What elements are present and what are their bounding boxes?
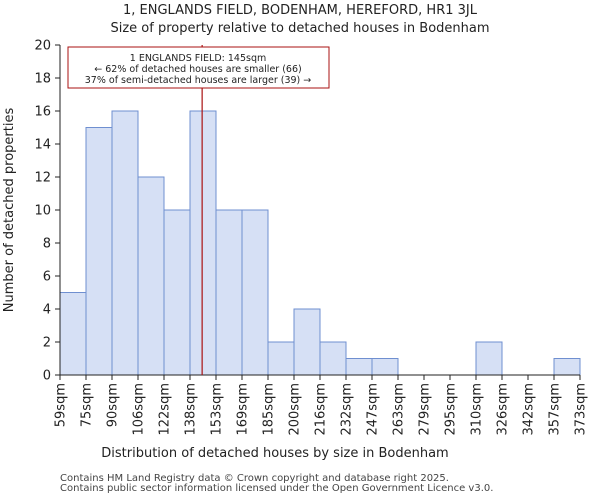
- y-tick-label: 10: [34, 204, 51, 219]
- histogram-bar: [111, 110, 139, 376]
- x-tick-label: 295sqm: [444, 383, 459, 436]
- histogram-bar: [189, 110, 217, 376]
- x-tick-label: 357sqm: [548, 383, 563, 436]
- chart-title: 1, ENGLANDS FIELD, BODENHAM, HEREFORD, H…: [123, 3, 477, 18]
- y-tick-label: 18: [34, 72, 51, 87]
- x-tick-label: 153sqm: [210, 383, 225, 436]
- x-tick-label: 138sqm: [184, 383, 199, 436]
- y-tick-label: 14: [34, 138, 51, 153]
- histogram-bar: [163, 209, 191, 376]
- x-tick-label: 216sqm: [314, 383, 329, 436]
- histogram-bar: [85, 127, 113, 376]
- x-tick-label: 75sqm: [80, 383, 95, 427]
- x-tick-label: 279sqm: [418, 383, 433, 436]
- histogram-bar: [215, 209, 243, 376]
- footer-licence: Contains public sector information licen…: [60, 483, 494, 494]
- y-axis-label: Number of detached properties: [2, 108, 17, 313]
- x-tick-label: 169sqm: [236, 383, 251, 436]
- x-tick-label: 373sqm: [574, 383, 589, 436]
- histogram-bar: [293, 308, 321, 376]
- footer-copyright: Contains HM Land Registry data © Crown c…: [60, 473, 449, 484]
- x-tick-label: 326sqm: [496, 383, 511, 436]
- x-tick-label: 122sqm: [158, 383, 173, 436]
- x-tick-label: 310sqm: [470, 383, 485, 436]
- x-tick-label: 59sqm: [54, 383, 69, 427]
- x-tick-label: 106sqm: [132, 383, 147, 436]
- annotation-box: 1 ENGLANDS FIELD: 145sqm ← 62% of detach…: [67, 46, 330, 89]
- annotation-line-1: 1 ENGLANDS FIELD: 145sqm: [130, 53, 266, 64]
- x-tick-label: 247sqm: [366, 383, 381, 436]
- x-tick-label: 200sqm: [288, 383, 303, 436]
- y-tick-label: 4: [43, 303, 51, 318]
- x-tick-label: 263sqm: [392, 383, 407, 436]
- x-axis-label: Distribution of detached houses by size …: [101, 446, 448, 461]
- histogram-bar: [59, 292, 87, 376]
- y-tick-label: 2: [43, 336, 51, 351]
- histogram-bar: [241, 209, 269, 376]
- histogram-bar: [371, 358, 399, 376]
- y-tick-label: 16: [34, 105, 51, 120]
- y-tick-label: 0: [43, 369, 51, 384]
- x-tick-label: 232sqm: [340, 383, 355, 436]
- bars-layer: [59, 110, 581, 376]
- y-tick-label: 6: [43, 270, 51, 285]
- x-tick-label: 185sqm: [262, 383, 277, 436]
- y-tick-label: 20: [34, 39, 51, 54]
- histogram-bar: [553, 358, 581, 376]
- x-axis-ticks: 59sqm 75sqm 90sqm 106sqm 122sqm 138sqm 153sqm 1…: [54, 375, 589, 436]
- histogram-bar: [475, 341, 503, 376]
- annotation-line-3: 37% of semi-detached houses are larger (…: [85, 75, 312, 86]
- y-tick-label: 12: [34, 171, 51, 186]
- histogram-bar: [137, 176, 165, 376]
- y-axis-ticks: 0 2 4 6 8 10 12 14 16 18 20: [34, 39, 60, 384]
- annotation-line-2: ← 62% of detached houses are smaller (66…: [94, 64, 301, 75]
- histogram-bar: [319, 341, 347, 376]
- histogram-bar: [267, 341, 295, 376]
- x-tick-label: 342sqm: [522, 383, 537, 436]
- x-tick-label: 90sqm: [106, 383, 121, 427]
- histogram-bar: [345, 358, 373, 376]
- chart-subtitle: Size of property relative to detached ho…: [110, 21, 490, 36]
- y-tick-label: 8: [43, 237, 51, 252]
